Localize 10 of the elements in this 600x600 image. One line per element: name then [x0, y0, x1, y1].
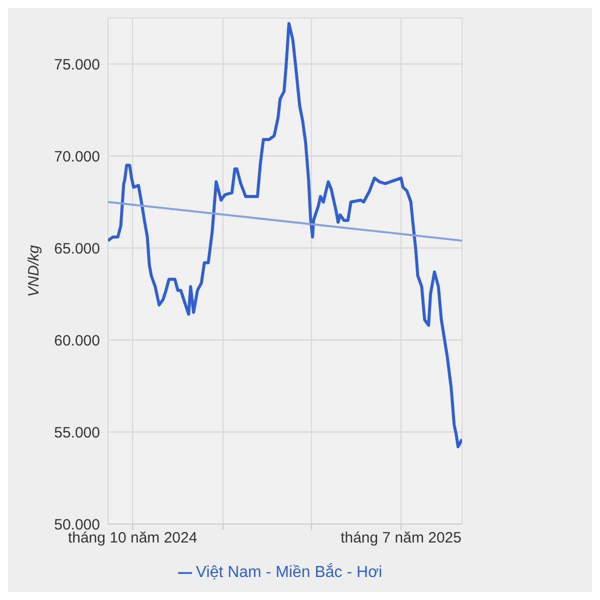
y-tick-label: 60.000	[54, 332, 100, 350]
y-tick-label: 65.000	[54, 240, 100, 258]
line-series	[108, 22, 462, 448]
y-tick-label: 55.000	[54, 424, 100, 442]
y-tick-label: 70.000	[54, 148, 100, 166]
legend-label: Việt Nam - Miền Bắc - Hơi	[196, 564, 382, 581]
y-tick-label: 75.000	[54, 56, 100, 74]
x-tick-label: tháng 7 năm 2025	[340, 530, 462, 547]
x-tick-label: tháng 10 năm 2024	[68, 530, 198, 547]
y-axis-title: VND/kg	[25, 244, 42, 297]
